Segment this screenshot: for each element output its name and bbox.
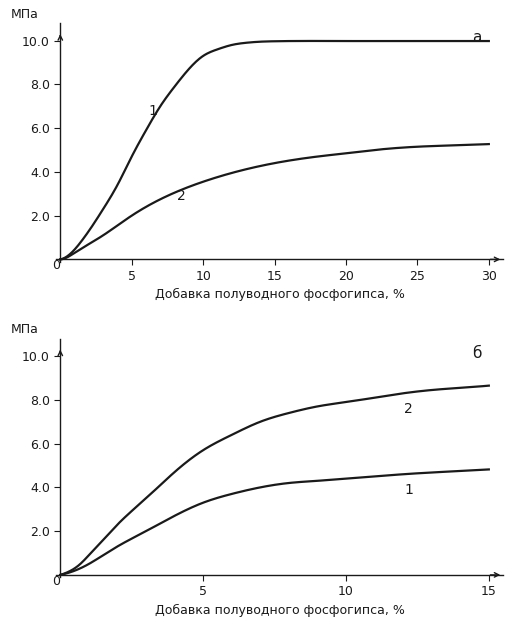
Text: 0: 0 [52,259,60,273]
Text: а: а [472,30,481,45]
X-axis label: Добавка полуводного фосфогипса, %: Добавка полуводного фосфогипса, % [155,288,404,302]
X-axis label: Добавка полуводного фосфогипса, %: Добавка полуводного фосфогипса, % [155,604,404,617]
Text: 1: 1 [404,483,413,497]
Y-axis label: МПа: МПа [11,8,38,21]
Text: 2: 2 [177,189,186,203]
Text: 2: 2 [404,401,413,416]
Text: 1: 1 [149,103,158,117]
Text: б: б [472,346,481,361]
Text: 0: 0 [52,575,60,588]
Y-axis label: МПа: МПа [11,323,38,336]
